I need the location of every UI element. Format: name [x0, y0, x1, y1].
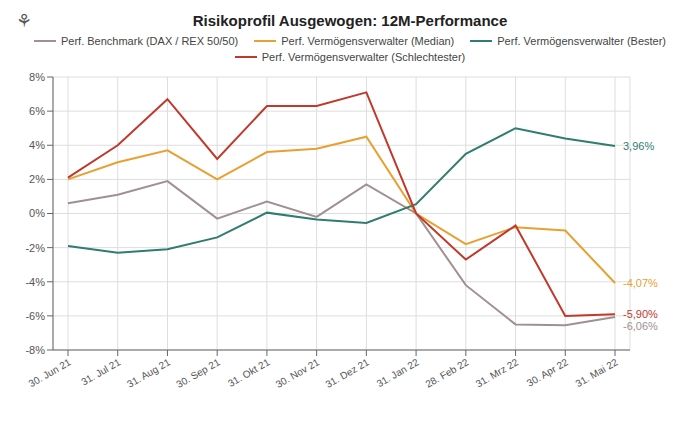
- svg-text:31. Mai 22: 31. Mai 22: [574, 356, 620, 389]
- html-text:Perf. Vermögensverwalter (Medi: Perf. Vermögensverwalter (Median): [281, 35, 455, 47]
- svg-text:30. Sep 21: 30. Sep 21: [174, 356, 222, 390]
- svg-text:-6%: -6%: [25, 310, 45, 322]
- svg-text:30. Nov 21: 30. Nov 21: [274, 356, 322, 390]
- svg-text:31. Jul 21: 31. Jul 21: [79, 356, 122, 387]
- svg-text:-4,07%: -4,07%: [623, 277, 658, 289]
- svg-text:31. Mrz 22: 31. Mrz 22: [474, 356, 521, 389]
- html-text:Perf. Vermögensverwalter (Best: Perf. Vermögensverwalter (Bester): [497, 35, 666, 47]
- svg-text:-4%: -4%: [25, 276, 45, 288]
- svg-text:4%: 4%: [29, 139, 45, 151]
- svg-text:-5,90%: -5,90%: [623, 308, 658, 320]
- svg-text:31. Dez 21: 31. Dez 21: [324, 356, 372, 390]
- html-text:Perf. Vermögensverwalter (Schl: Perf. Vermögensverwalter (Schlechtester): [261, 51, 466, 63]
- svg-text:31. Aug 21: 31. Aug 21: [125, 356, 172, 390]
- svg-text:30. Apr 22: 30. Apr 22: [525, 356, 570, 389]
- svg-text:0%: 0%: [29, 207, 45, 219]
- svg-text:30. Jun 21: 30. Jun 21: [27, 356, 73, 389]
- svg-text:2%: 2%: [29, 173, 45, 185]
- svg-text:8%: 8%: [29, 71, 45, 83]
- svg-text:-6,06%: -6,06%: [623, 320, 658, 332]
- html-text:Perf. Benchmark (DAX / REX 50/: Perf. Benchmark (DAX / REX 50/50): [61, 35, 239, 47]
- svg-text:31. Okt 21: 31. Okt 21: [226, 356, 272, 389]
- svg-text:-2%: -2%: [25, 242, 45, 254]
- svg-text:3,96%: 3,96%: [623, 140, 654, 152]
- svg-text:6%: 6%: [29, 105, 45, 117]
- svg-text:28. Feb 22: 28. Feb 22: [423, 356, 470, 390]
- svg-text:31. Jan 22: 31. Jan 22: [375, 356, 421, 389]
- html-text:Risikoprofil Ausgewogen: 12M-P: Risikoprofil Ausgewogen: 12M-Performance: [192, 12, 508, 29]
- svg-text:-8%: -8%: [25, 344, 45, 356]
